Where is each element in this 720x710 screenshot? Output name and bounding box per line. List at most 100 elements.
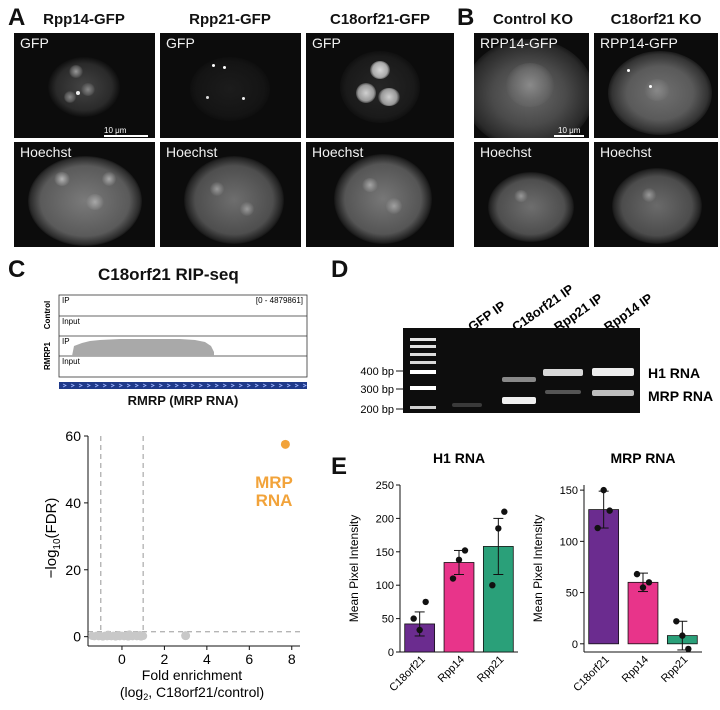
x-tick-label: 6 — [245, 651, 253, 667]
gene-chevron — [142, 383, 147, 388]
replicate-point — [422, 598, 429, 606]
bar-chart-mrp: MRP RNA Mean Pixel Intensity 0 50 100 150 C18o… — [531, 450, 702, 694]
gene-chevron — [254, 383, 259, 388]
replicate-point — [455, 556, 463, 564]
gene-chevron — [110, 383, 115, 388]
micrograph-c18orf21-gfp: GFP — [306, 33, 454, 138]
gene-chevron — [230, 383, 235, 388]
gene-label: RMRP (MRP RNA) — [127, 393, 239, 408]
y-tick-label: 60 — [65, 428, 81, 444]
gene-chevron — [190, 383, 195, 388]
volcano-point — [125, 630, 134, 639]
bar — [588, 509, 620, 645]
micrograph-tag: RPP14-GFP — [480, 35, 558, 51]
replicate-point — [501, 508, 508, 515]
gene-chevron — [94, 383, 99, 388]
chart-title: MRP RNA — [610, 450, 675, 466]
scale-bar-label: 10 μm — [104, 126, 127, 135]
gene-chevron — [86, 383, 91, 388]
gene-chevron — [182, 383, 187, 388]
volcano-annotation: MRP — [255, 473, 293, 492]
micrograph-rpp21-hoechst: Hoechst — [160, 142, 301, 247]
replicate-point — [410, 615, 417, 622]
track-ip-label: IP — [62, 296, 70, 305]
panel-a-col1-title: Rpp14-GFP — [43, 11, 125, 28]
micrograph-control-ko-hoechst: Hoechst — [474, 142, 589, 247]
micrograph-rpp14-hoechst: Hoechst — [14, 142, 155, 247]
replicate-point — [489, 582, 496, 589]
volcano-point — [114, 630, 123, 639]
ladder-label: 400 bp — [360, 366, 394, 378]
gene-chevron — [206, 383, 211, 388]
volcano-point — [181, 631, 191, 641]
micrograph-c18orf21-hoechst: Hoechst — [306, 142, 454, 247]
volcano-annotation: RNA — [256, 491, 293, 510]
category-label: Rpp21 — [475, 654, 506, 685]
replicate-point — [645, 579, 653, 586]
micrograph-tag: Hoechst — [20, 144, 72, 160]
gene-chevron — [134, 383, 139, 388]
panel-c-title: C18orf21 RIP-seq — [98, 265, 239, 284]
x-tick-label: 8 — [288, 651, 296, 667]
replicate-point — [600, 486, 607, 494]
volcano-y-axis-label: −log10(FDR) — [43, 498, 63, 579]
volcano-x-axis-label: (log2, C18orf21/control) — [120, 684, 264, 702]
panel-a-col2-title: Rpp21-GFP — [189, 11, 271, 28]
panel-a-label: A — [8, 4, 26, 31]
micrograph-tag: Hoechst — [480, 144, 532, 160]
gene-chevron — [286, 383, 291, 388]
volcano-x-axis-label: Fold enrichment — [142, 667, 242, 683]
replicate-point — [673, 618, 680, 625]
micrograph-tag: Hoechst — [600, 144, 652, 160]
gene-chevron — [270, 383, 275, 388]
micrograph-rpp21-gfp: GFP — [160, 33, 301, 138]
gene-chevron — [302, 383, 307, 388]
y-tick-label: 50 — [382, 614, 394, 626]
gene-chevron — [158, 383, 163, 388]
x-tick-label: 2 — [161, 651, 169, 667]
replicate-point — [685, 645, 692, 653]
category-label: C18orf21 — [571, 654, 611, 694]
panel-c-label: C — [8, 256, 26, 283]
ladder-label: 200 bp — [360, 404, 394, 415]
replicate-point — [449, 575, 457, 582]
gene-chevron — [294, 383, 299, 388]
band-label-mrp: MRP RNA — [648, 388, 713, 404]
panel-b-col2-title: C18orf21 KO — [610, 11, 702, 28]
micrograph-tag: GFP — [166, 35, 195, 51]
gene-chevron — [214, 383, 219, 388]
y-tick-label: 0 — [572, 639, 578, 651]
ladder-label: 300 bp — [360, 384, 394, 396]
category-label: Rpp14 — [436, 654, 467, 685]
gene-chevron — [150, 383, 155, 388]
gene-chevron — [198, 383, 203, 388]
micrograph-c18orf21-ko-gfp: RPP14-GFP — [594, 33, 718, 138]
gel-lane-label: Rpp14 IP — [601, 290, 655, 334]
bar — [443, 562, 475, 653]
micrograph-tag: GFP — [20, 35, 49, 51]
gene-model-rmrp — [59, 382, 307, 389]
gene-chevron — [262, 383, 267, 388]
category-label: Rpp14 — [620, 654, 651, 685]
gene-chevron — [166, 383, 171, 388]
y-axis-label: Mean Pixel Intensity — [347, 515, 361, 622]
gene-chevron — [102, 383, 107, 388]
track-group-control: Control — [43, 301, 52, 329]
micrograph-tag: RPP14-GFP — [600, 35, 678, 51]
x-tick-label: 4 — [203, 651, 211, 667]
gene-chevron — [246, 383, 251, 388]
track-group-rmrp1: RMRP1 — [43, 341, 52, 370]
track-input-label: Input — [62, 317, 81, 326]
y-axis-label: Mean Pixel Intensity — [531, 515, 545, 622]
replicate-point — [633, 570, 641, 578]
y-tick-label: 40 — [65, 495, 81, 511]
micrograph-control-ko-gfp: RPP14-GFP 10 μm — [474, 33, 589, 138]
micrograph-tag: Hoechst — [312, 144, 364, 160]
category-label: C18orf21 — [387, 654, 427, 694]
y-tick-label: 250 — [376, 480, 394, 492]
micrograph-tag: Hoechst — [166, 144, 218, 160]
micrograph-c18orf21-ko-hoechst: Hoechst — [594, 142, 718, 247]
replicate-point — [416, 626, 423, 634]
y-tick-label: 100 — [560, 536, 578, 548]
gene-chevron — [70, 383, 75, 388]
